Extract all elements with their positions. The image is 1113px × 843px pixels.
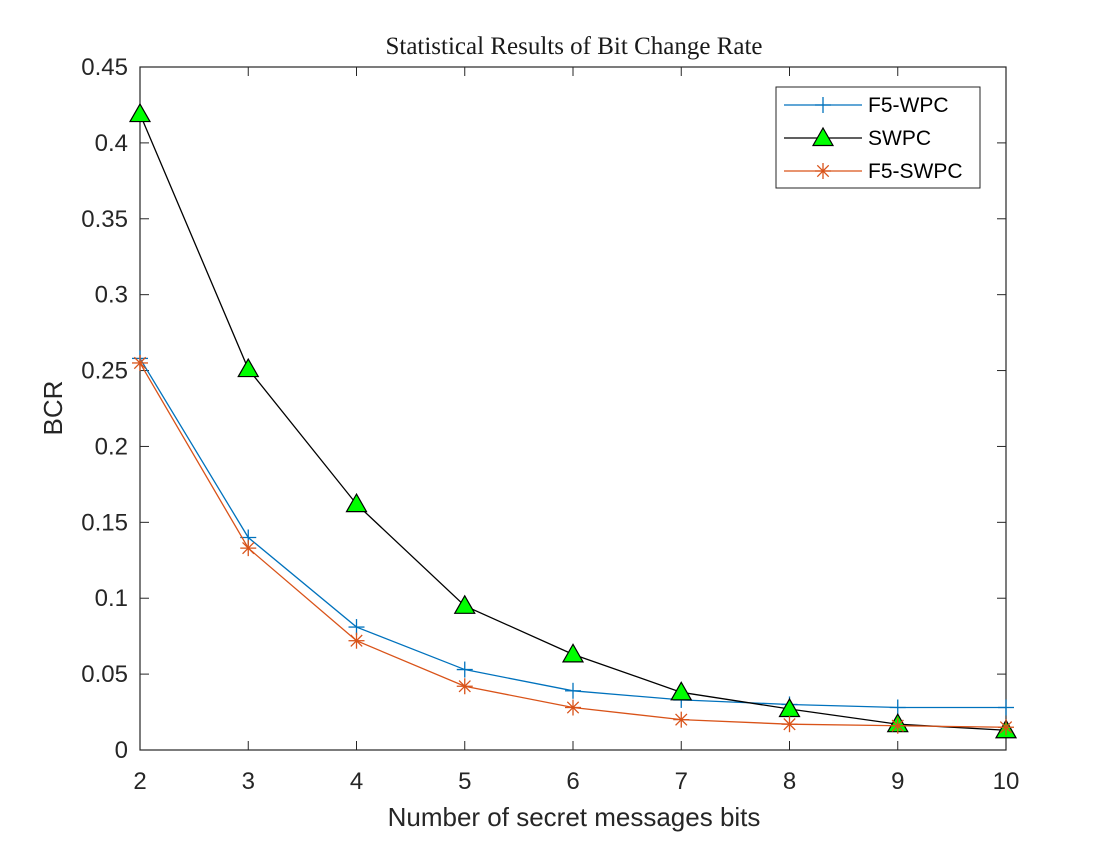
y-tick-label: 0.4 (95, 130, 128, 157)
x-tick-label: 4 (350, 768, 363, 795)
data-point-f5-swpc (132, 354, 148, 371)
x-tick-label: 7 (675, 768, 688, 795)
data-point-swpc (561, 643, 585, 663)
series-swpc (128, 102, 1018, 739)
x-tick-label: 3 (242, 768, 255, 795)
x-tick-label: 2 (133, 768, 146, 795)
data-point-f5-swpc (348, 632, 365, 649)
legend: F5-WPC SWPC F5-SWPC (775, 86, 981, 189)
y-tick-label: 0.1 (95, 585, 128, 612)
data-point-f5-swpc (456, 678, 473, 695)
data-point-swpc (128, 102, 152, 123)
data-point-f5-swpc (565, 699, 581, 716)
legend-item-f5-swpc: F5-SWPC (784, 160, 963, 183)
data-point-swpc (453, 594, 476, 614)
legend-label: F5-SWPC (868, 160, 963, 183)
data-point-swpc (237, 357, 260, 378)
legend-marker (815, 97, 831, 113)
data-point-f5-swpc (240, 540, 257, 557)
y-tick-label: 0.3 (95, 282, 128, 309)
plot-area: 2 3 4 5 6 7 8 9 10 0 0.05 0.1 0.15 0.2 0.25 0.3 0.35 0.4 0… (81, 54, 1019, 795)
x-axis-label: Number of secret messages bits (388, 802, 761, 832)
data-point-f5-swpc (998, 719, 1014, 736)
data-point-swpc (345, 492, 368, 513)
data-point-f5-wpc (565, 682, 581, 699)
data-point-f5-wpc (348, 619, 365, 636)
series-f5-swpc (132, 354, 1014, 736)
data-point-f5-swpc (889, 717, 906, 734)
legend-label: SWPC (868, 127, 931, 150)
x-tick-label: 8 (783, 768, 796, 795)
data-point-f5-wpc (889, 699, 906, 716)
y-axis-label: BCR (38, 381, 68, 436)
legend-item-f5-wpc: F5-WPC (784, 94, 949, 117)
data-point-swpc (670, 681, 693, 701)
y-tick-label: 0.45 (81, 54, 128, 81)
legend-marker (811, 126, 835, 147)
y-tick-label: 0.15 (81, 509, 128, 536)
data-point-f5-wpc (998, 699, 1014, 716)
x-tick-label: 5 (458, 768, 471, 795)
data-point-f5-swpc (781, 716, 798, 733)
x-tick-label: 10 (993, 768, 1020, 795)
data-point-f5-swpc (673, 711, 690, 728)
y-tick-label: 0.35 (81, 206, 128, 233)
legend-item-swpc: SWPC (784, 126, 931, 150)
y-tick-label: 0.25 (81, 358, 128, 385)
y-tick-label: 0.05 (81, 661, 128, 688)
x-tick-label: 9 (891, 768, 904, 795)
y-tick-label: 0.2 (95, 433, 128, 460)
chart-title: Statistical Results of Bit Change Rate (385, 33, 762, 60)
y-tick-label: 0 (115, 737, 128, 764)
x-tick-label: 6 (566, 768, 579, 795)
legend-label: F5-WPC (868, 94, 949, 117)
data-point-f5-wpc (456, 661, 473, 678)
legend-marker (815, 163, 831, 179)
